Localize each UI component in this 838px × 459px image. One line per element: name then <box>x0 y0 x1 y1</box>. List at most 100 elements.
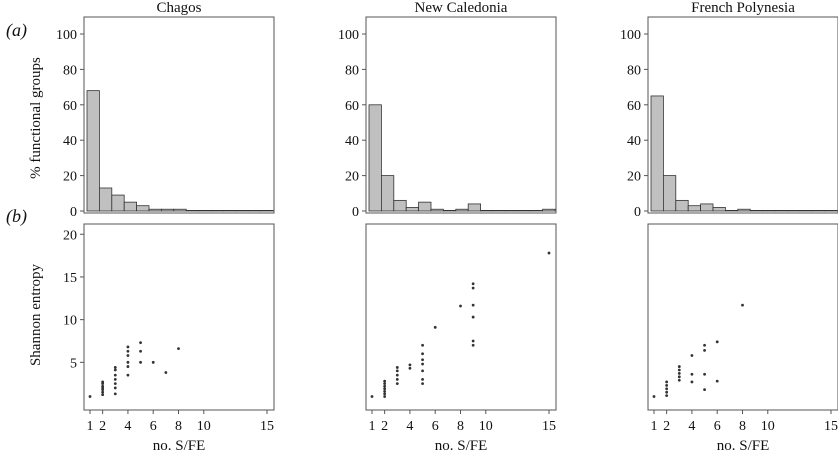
histogram-bar <box>467 203 482 212</box>
histogram-bar <box>749 209 764 212</box>
histogram-bar <box>222 209 237 212</box>
histogram-bar <box>687 205 702 212</box>
scatter-point <box>471 339 475 343</box>
scatter-point <box>383 379 387 383</box>
scatter-point <box>113 377 117 381</box>
y-tick-label: 20 <box>627 170 641 185</box>
scatter-point <box>665 394 669 398</box>
scatter-point <box>677 378 681 382</box>
scatter-point <box>126 360 130 364</box>
x-axis-label: no. S/FE <box>435 438 488 454</box>
histogram-bar <box>198 209 212 212</box>
x-tick-label: 4 <box>688 419 695 434</box>
scatter-point <box>421 369 424 373</box>
histogram-bar <box>86 90 100 212</box>
scatter-point <box>471 315 475 319</box>
scatter-point <box>113 373 117 377</box>
histogram-bar <box>418 201 432 212</box>
scatter-point <box>421 382 424 386</box>
scatter-point <box>113 368 117 372</box>
x-tick-label: 6 <box>150 419 157 434</box>
scatter-point <box>395 366 399 369</box>
scatter-point <box>383 395 387 398</box>
histogram-bar <box>542 208 556 212</box>
histogram-bar <box>160 208 175 212</box>
scatter-frame <box>83 223 275 411</box>
y-tick-label: 60 <box>63 99 77 114</box>
x-tick-label: 10 <box>479 419 493 434</box>
x-tick-label: 8 <box>175 419 182 434</box>
x-axis-label: no. S/FE <box>153 438 206 454</box>
histogram-bar <box>663 175 677 212</box>
scatter-point <box>370 395 374 398</box>
scatter-point <box>395 382 399 386</box>
x-tick-label: 15 <box>542 419 556 434</box>
panel-label-a: (a) <box>6 20 27 41</box>
histogram-bar <box>529 209 544 212</box>
scatter-point <box>421 377 424 381</box>
y-tick-label: 0 <box>634 205 641 220</box>
scatter-point <box>547 251 551 255</box>
scatter-point <box>395 369 399 373</box>
scatter-point <box>101 384 105 388</box>
scatter-point <box>126 354 130 357</box>
scatter-point <box>665 390 669 394</box>
y-tick-label: 15 <box>63 271 77 286</box>
histogram-bar <box>380 175 395 212</box>
scatter-point <box>665 387 669 391</box>
scatter-point <box>421 358 424 362</box>
histogram-bar <box>787 209 801 212</box>
y-tick-label: 80 <box>63 63 77 78</box>
histogram-bar <box>185 209 199 212</box>
panel-title: New Caledonia <box>415 0 508 16</box>
histogram-bar <box>210 209 224 212</box>
x-axis-label: no. S/FE <box>717 438 770 454</box>
scatter-point <box>665 383 669 387</box>
y-tick-label: 100 <box>338 28 359 43</box>
histogram-bar <box>774 209 788 212</box>
x-tick-label: 1 <box>87 419 94 434</box>
x-tick-label: 6 <box>714 419 721 434</box>
histogram-bar <box>123 201 137 212</box>
x-tick-label: 10 <box>197 419 211 434</box>
scatter-point <box>471 286 475 290</box>
y-tick-label: 100 <box>620 28 641 43</box>
ylabel-shannon-entropy: Shannon entropy <box>28 263 44 366</box>
scatter-point <box>690 380 694 384</box>
histogram-bar <box>712 207 726 212</box>
scatter-point <box>113 392 117 396</box>
y-tick-label: 0 <box>70 205 77 220</box>
y-tick-label: 20 <box>345 170 359 185</box>
panel-title: Chagos <box>157 0 202 16</box>
scatter-point <box>433 325 437 329</box>
y-tick-label: 5 <box>70 356 77 371</box>
scatter-point <box>164 371 168 374</box>
scatter-point <box>395 377 399 381</box>
histogram-bar <box>99 187 113 212</box>
scatter-panel-3: 1 2 4 6 8 10 15 no. S/FE <box>647 223 838 454</box>
histogram-bar <box>650 95 664 212</box>
scatter-point <box>677 372 681 375</box>
histogram-bar <box>368 104 382 212</box>
histogram-panel-3: French Polynesia 0 20 40 60 80 100 <box>620 0 838 220</box>
scatter-point <box>383 389 387 393</box>
histogram-bar <box>700 203 714 212</box>
x-tick-label: 15 <box>824 419 838 434</box>
scatter-point <box>408 366 412 370</box>
scatter-point <box>677 375 681 379</box>
y-tick-label: 0 <box>352 205 359 220</box>
scatter-point <box>471 282 475 286</box>
y-tick-label: 80 <box>345 63 359 78</box>
ylabel-percent-functional-groups: % functional groups <box>28 57 44 179</box>
scatter-point <box>703 343 706 347</box>
scatter-point <box>177 347 180 351</box>
scatter-point <box>126 345 130 349</box>
scatter-point <box>383 392 387 396</box>
scatter-point <box>113 386 117 390</box>
scatter-point <box>126 365 130 368</box>
y-tick-label: 100 <box>56 28 77 43</box>
scatter-point <box>703 372 706 376</box>
histogram-bar <box>762 209 776 212</box>
scatter-point <box>690 372 694 376</box>
